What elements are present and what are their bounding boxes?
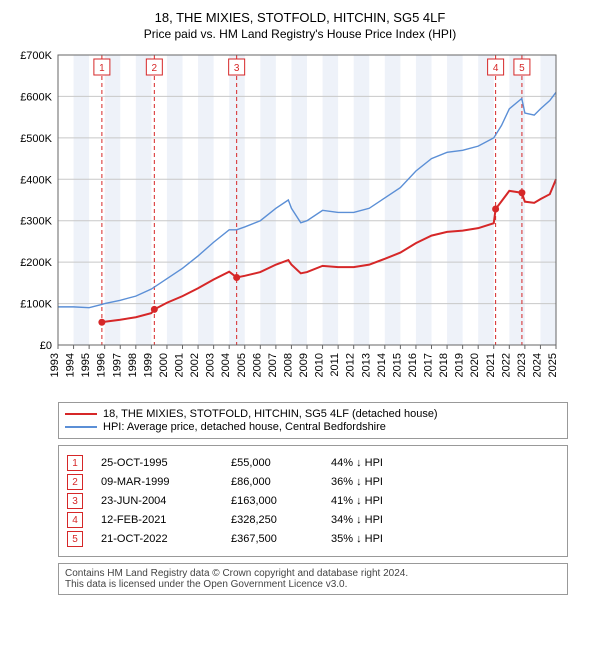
svg-text:1997: 1997 [111,353,123,377]
row-number: 5 [67,531,83,547]
svg-text:2011: 2011 [329,353,341,377]
svg-text:2013: 2013 [360,353,372,377]
attribution-line2: This data is licensed under the Open Gov… [65,579,561,590]
row-date: 12-FEB-2021 [101,514,231,526]
svg-text:2000: 2000 [158,353,170,377]
svg-text:1993: 1993 [49,353,61,377]
row-diff: 34% ↓ HPI [331,514,441,526]
row-date: 23-JUN-2004 [101,495,231,507]
svg-text:4: 4 [493,63,499,74]
chart-subtitle: Price paid vs. HM Land Registry's House … [8,27,592,41]
svg-text:1996: 1996 [96,353,108,377]
svg-text:£500K: £500K [20,133,52,145]
svg-text:2001: 2001 [174,353,186,377]
row-date: 21-OCT-2022 [101,533,231,545]
svg-text:2009: 2009 [298,353,310,377]
svg-text:1: 1 [99,63,105,74]
row-price: £328,250 [231,514,331,526]
svg-text:1998: 1998 [127,353,139,377]
svg-text:2020: 2020 [469,353,481,377]
svg-text:£700K: £700K [20,50,52,62]
legend-label: HPI: Average price, detached house, Cent… [103,421,386,433]
chart-svg: £0 £100K £200K £300K £400K £500K £600K £700K 1 2 3… [8,49,568,389]
svg-text:2024: 2024 [531,353,543,377]
row-number: 4 [67,512,83,528]
svg-text:£600K: £600K [20,91,52,103]
svg-text:2015: 2015 [391,353,403,377]
svg-text:£400K: £400K [20,174,52,186]
legend-item: 18, THE MIXIES, STOTFOLD, HITCHIN, SG5 4… [65,408,561,420]
row-number: 2 [67,474,83,490]
svg-text:2: 2 [152,63,158,74]
svg-text:2019: 2019 [454,353,466,377]
svg-text:2010: 2010 [314,353,326,377]
row-number: 3 [67,493,83,509]
row-price: £163,000 [231,495,331,507]
svg-text:2017: 2017 [423,353,435,377]
svg-text:2021: 2021 [485,353,497,377]
svg-text:£0: £0 [40,340,52,352]
svg-text:2014: 2014 [376,353,388,377]
svg-text:2022: 2022 [500,353,512,377]
attribution: Contains HM Land Registry data © Crown c… [58,563,568,595]
row-price: £55,000 [231,457,331,469]
svg-text:2005: 2005 [236,353,248,377]
legend-label: 18, THE MIXIES, STOTFOLD, HITCHIN, SG5 4… [103,408,438,420]
svg-text:3: 3 [234,63,240,74]
row-number: 1 [67,455,83,471]
legend-swatch [65,426,97,428]
legend-swatch [65,413,97,415]
row-diff: 36% ↓ HPI [331,476,441,488]
svg-text:2025: 2025 [547,353,559,377]
row-diff: 44% ↓ HPI [331,457,441,469]
chart: £0 £100K £200K £300K £400K £500K £600K £700K 1 2 3… [8,49,592,394]
svg-text:2008: 2008 [282,353,294,377]
row-price: £86,000 [231,476,331,488]
svg-text:2016: 2016 [407,353,419,377]
svg-text:2006: 2006 [251,353,263,377]
chart-title: 18, THE MIXIES, STOTFOLD, HITCHIN, SG5 4… [8,10,592,25]
svg-text:2002: 2002 [189,353,201,377]
legend-item: HPI: Average price, detached house, Cent… [65,421,561,433]
attribution-line1: Contains HM Land Registry data © Crown c… [65,568,561,579]
table-row: 3 23-JUN-2004£163,00041% ↓ HPI [67,493,559,509]
table-row: 1 25-OCT-1995£55,00044% ↓ HPI [67,455,559,471]
svg-text:5: 5 [519,63,525,74]
row-date: 25-OCT-1995 [101,457,231,469]
row-date: 09-MAR-1999 [101,476,231,488]
svg-text:£200K: £200K [20,257,52,269]
table-row: 2 09-MAR-1999£86,00036% ↓ HPI [67,474,559,490]
transactions-table: 1 25-OCT-1995£55,00044% ↓ HPI 2 09-MAR-1999… [58,445,568,557]
legend: 18, THE MIXIES, STOTFOLD, HITCHIN, SG5 4… [58,402,568,439]
row-diff: 35% ↓ HPI [331,533,441,545]
svg-text:2004: 2004 [220,353,232,377]
svg-text:1999: 1999 [142,353,154,377]
row-price: £367,500 [231,533,331,545]
row-diff: 41% ↓ HPI [331,495,441,507]
table-row: 5 21-OCT-2022£367,50035% ↓ HPI [67,531,559,547]
table-row: 4 12-FEB-2021£328,25034% ↓ HPI [67,512,559,528]
svg-text:2018: 2018 [438,353,450,377]
svg-text:£300K: £300K [20,216,52,228]
svg-text:1995: 1995 [80,353,92,377]
svg-text:1994: 1994 [65,353,77,377]
svg-text:2023: 2023 [516,353,528,377]
svg-text:2012: 2012 [345,353,357,377]
svg-text:£100K: £100K [20,299,52,311]
svg-text:2003: 2003 [205,353,217,377]
svg-text:2007: 2007 [267,353,279,377]
